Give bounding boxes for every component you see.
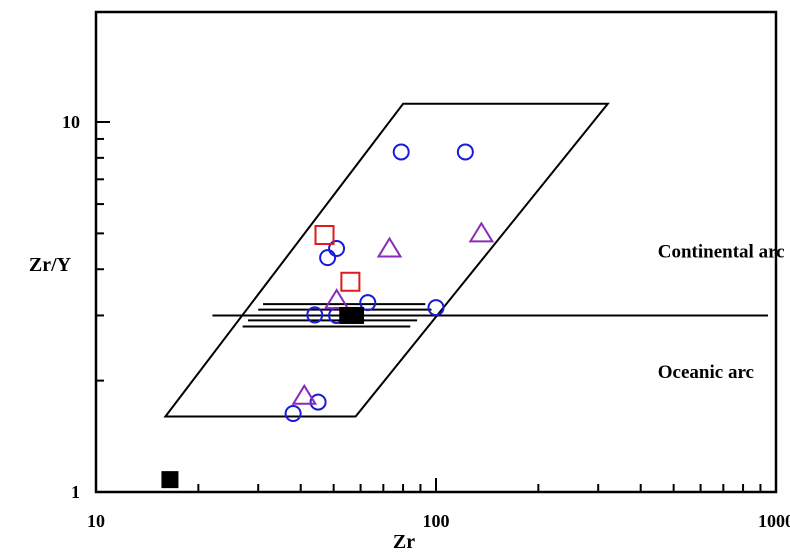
data-point-circle bbox=[319, 249, 337, 267]
data-point-circle bbox=[309, 393, 327, 411]
data-point-circle bbox=[392, 143, 410, 161]
data-point-triangle bbox=[323, 288, 350, 310]
y-tick-label: 1 bbox=[71, 482, 80, 502]
data-point-circle bbox=[284, 404, 302, 422]
x-tick-label: 1000 bbox=[758, 511, 790, 531]
x-tick-label: 100 bbox=[423, 511, 450, 531]
field-layer bbox=[163, 102, 768, 418]
data-point-circle bbox=[359, 294, 377, 312]
y-axis-title: Zr/Y bbox=[29, 254, 72, 276]
points-layer bbox=[161, 143, 495, 489]
region-labels: Continental arc Oceanic arc bbox=[658, 242, 785, 384]
x-tick-label: 10 bbox=[87, 511, 105, 531]
x-axis-ticks bbox=[197, 478, 762, 492]
y-tick-label: 10 bbox=[62, 112, 80, 132]
data-point-triangle bbox=[468, 221, 495, 243]
data-point-circle bbox=[427, 299, 445, 317]
y-axis-ticks bbox=[96, 121, 110, 382]
data-point-filled-square bbox=[161, 471, 179, 489]
data-point-triangle bbox=[376, 236, 403, 258]
region-label: Oceanic arc bbox=[658, 362, 754, 383]
data-point-circle bbox=[456, 143, 474, 161]
data-point-triangle bbox=[291, 383, 318, 405]
tick-labels: 10 100 1000 1 10 bbox=[62, 112, 790, 531]
data-point-square bbox=[314, 224, 335, 245]
data-point-circle bbox=[328, 240, 346, 258]
field-outline bbox=[163, 102, 610, 418]
data-point-circle bbox=[306, 306, 324, 324]
data-point-filled-square bbox=[347, 306, 365, 324]
data-point-square bbox=[340, 271, 361, 292]
region-label: Continental arc bbox=[658, 242, 785, 263]
x-axis-title: Zr bbox=[393, 531, 415, 553]
